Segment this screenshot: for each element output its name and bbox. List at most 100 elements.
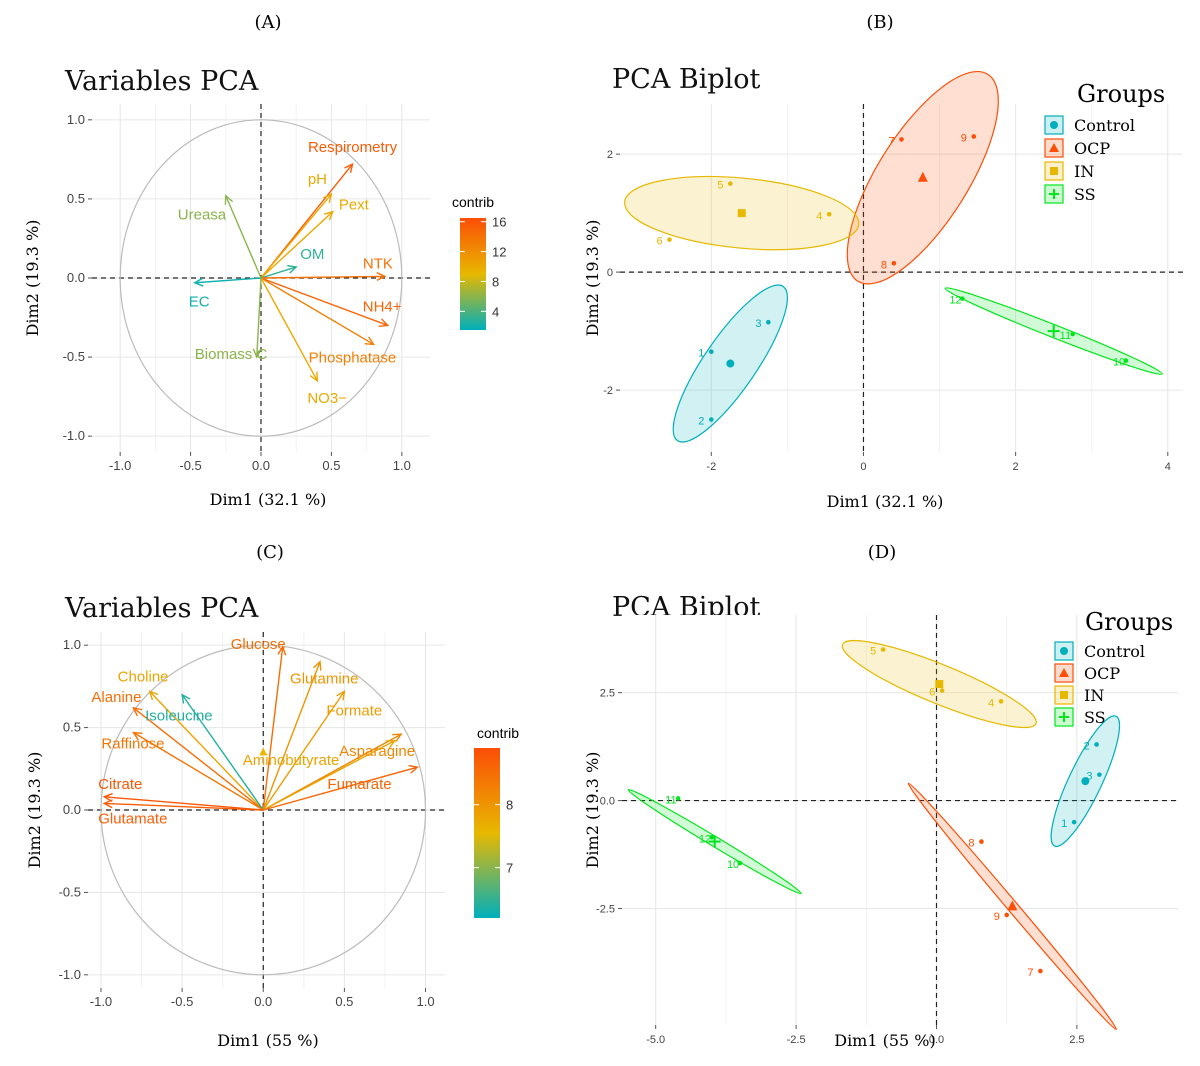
- x-tick-label: 0.5: [322, 458, 340, 473]
- data-point: [1094, 742, 1099, 747]
- variable-vector: [260, 266, 297, 279]
- x-tick-label: -0.5: [179, 458, 201, 473]
- point-label: 8: [881, 259, 887, 271]
- panel-d: (D)PCA Biplot-5.0 -2.5 0.0 2.52.50.0-2.5Dim…: [583, 542, 1178, 1050]
- point-label: 6: [929, 687, 935, 699]
- x-axis-title: Dim1 (32.1 %): [210, 490, 327, 509]
- variable-label: Alanine: [91, 689, 141, 706]
- variable-label: Glutamine: [290, 671, 358, 688]
- data-point: [998, 699, 1004, 704]
- legend-title: Groups: [1077, 80, 1165, 108]
- legend-label: IN: [1084, 686, 1104, 705]
- point-label: 7: [1027, 967, 1033, 979]
- variable-label: Pext: [339, 197, 370, 214]
- variable-label: Glutamate: [98, 810, 167, 827]
- variable-label: EC: [189, 294, 210, 311]
- vector-arrowhead: [376, 271, 387, 282]
- data-point: [708, 349, 714, 355]
- y-tick-label: -2: [603, 385, 613, 397]
- y-axis-title: Dim2 (19.3 %): [23, 220, 42, 337]
- x-tick-label: 0.0: [929, 1034, 944, 1046]
- variable-vector: [194, 277, 262, 284]
- triangle-marker: [259, 747, 268, 756]
- colorbar-tick-label: 16: [492, 215, 506, 230]
- centroid-marker: [1081, 777, 1090, 786]
- colorbar-tick-label: 12: [492, 245, 506, 260]
- data-point: [880, 647, 886, 652]
- correlation-circle: [100, 644, 427, 976]
- colorbar-tick-label: 7: [506, 861, 513, 876]
- variable-label: Biomass C: [195, 346, 268, 363]
- variable-label: NO3−: [307, 390, 347, 407]
- variable-vector: [260, 277, 318, 382]
- panel-label: (B): [866, 12, 893, 33]
- y-tick-label: 0.0: [600, 796, 615, 808]
- centroid-marker: [1007, 900, 1018, 911]
- y-tick-label: 2.5: [600, 688, 615, 700]
- point-label: 7: [889, 135, 895, 147]
- x-axis-title: Dim1 (55 %): [834, 1031, 936, 1050]
- y-tick-label: 0.5: [63, 720, 81, 735]
- variable-vector: [260, 277, 375, 346]
- variable-label: Asparagine: [339, 743, 415, 760]
- data-point: [1038, 968, 1043, 974]
- variable-vector: [104, 796, 264, 811]
- variable-vector: [260, 275, 385, 279]
- legend-key-marker: [1050, 121, 1058, 129]
- y-tick-label: -0.5: [63, 349, 85, 364]
- x-tick-label: 0.0: [254, 994, 272, 1009]
- colorbar-tick-label: 4: [492, 304, 499, 319]
- data-point: [708, 417, 714, 422]
- legend-key-marker: [1060, 647, 1068, 655]
- variable-label: Fumarate: [327, 776, 391, 793]
- point-label: 10: [1113, 357, 1125, 369]
- variable-vector: [133, 707, 264, 811]
- colorbar-tick-label: 8: [506, 798, 513, 813]
- x-tick-label: 0.0: [252, 458, 270, 473]
- correlation-circle: [119, 119, 403, 437]
- legend-title: contrib: [452, 194, 494, 210]
- data-point: [766, 319, 771, 325]
- x-tick-label: 1.0: [416, 994, 434, 1009]
- panel-label: (D): [868, 542, 896, 563]
- variable-vector: [260, 193, 332, 279]
- point-label: 2: [1084, 740, 1090, 752]
- vector-arrowhead: [309, 371, 319, 383]
- vector-arrowhead: [148, 690, 159, 701]
- centroid-marker: [726, 359, 735, 368]
- x-tick-label: -1.0: [90, 994, 112, 1009]
- variable-vector: [260, 211, 334, 279]
- y-tick-label: -1.0: [59, 967, 81, 982]
- legend-title: Groups: [1085, 608, 1173, 636]
- y-tick-label: 1.0: [67, 112, 85, 127]
- chart-title: Variables PCA: [64, 66, 259, 97]
- variable-vector: [263, 766, 418, 811]
- variable-vector: [262, 690, 345, 811]
- colorbar-tick-label: 8: [492, 274, 499, 289]
- variable-vector: [256, 277, 262, 358]
- variable-label: Isoleucine: [145, 708, 213, 725]
- point-label: 5: [870, 646, 876, 658]
- legend-title: contrib: [477, 725, 519, 741]
- variable-vector: [225, 195, 262, 279]
- x-tick-label: 0: [860, 461, 866, 473]
- x-tick-label: -1.0: [109, 458, 131, 473]
- variable-vector: [262, 661, 321, 811]
- point-label: 5: [717, 180, 723, 192]
- vector-arrowhead: [252, 348, 262, 359]
- variable-label: OM: [300, 246, 324, 263]
- y-axis-title: Dim2 (19.3 %): [25, 752, 44, 869]
- vector-arrowhead: [193, 277, 204, 287]
- vector-arrowhead: [336, 690, 346, 701]
- vector-arrowhead: [324, 210, 335, 221]
- y-tick-label: 0.5: [67, 191, 85, 206]
- y-axis-title: Dim2 (19.3 %): [583, 752, 602, 869]
- point-label: 12: [949, 295, 961, 307]
- vector-arrowhead: [132, 706, 143, 717]
- legend-label: OCP: [1074, 139, 1110, 158]
- centroid-marker: [737, 209, 746, 218]
- variable-vector: [260, 277, 388, 327]
- point-label: 10: [727, 859, 739, 871]
- point-label: 6: [656, 236, 662, 248]
- y-tick-label: 0: [607, 267, 613, 279]
